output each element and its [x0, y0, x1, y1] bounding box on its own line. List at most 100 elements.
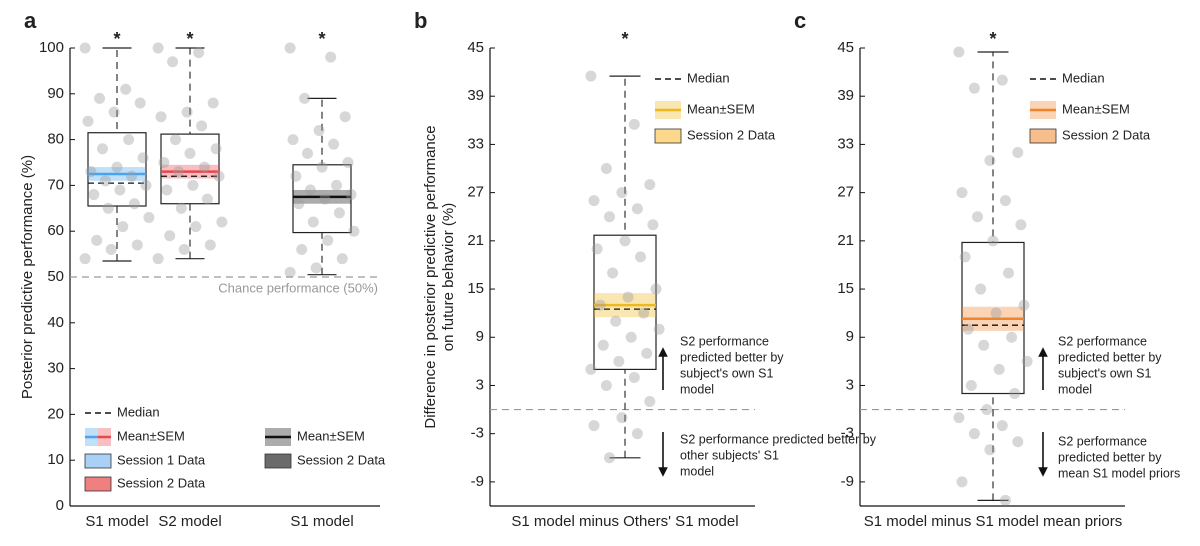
subject-point [953, 46, 965, 58]
legend-swatch [654, 128, 682, 144]
legend-label: Mean±SEM [687, 101, 755, 116]
subject-point [650, 283, 662, 295]
subject-point [184, 147, 196, 159]
y-tick-label: 21 [467, 232, 484, 249]
subject-point [993, 363, 1005, 375]
subject-point [965, 379, 977, 391]
subject-point [196, 120, 208, 132]
subject-point [604, 211, 615, 223]
category-label: S1 model [85, 513, 148, 530]
subject-point [108, 106, 120, 118]
y-tick-label: 45 [837, 39, 854, 56]
subject-point [284, 42, 296, 54]
y-tick-label: 100 [39, 39, 64, 56]
legend-label: Session 2 Data [687, 127, 776, 142]
subject-point [97, 143, 108, 155]
legend-swatch [84, 476, 112, 492]
subject-point [600, 379, 612, 391]
legend-label: Session 1 Data [117, 452, 206, 467]
legend-label: Mean±SEM [1062, 101, 1130, 116]
subject-point [968, 82, 980, 94]
subject-point [131, 239, 143, 251]
subject-point [152, 42, 164, 54]
box [593, 234, 657, 371]
subject-point [299, 92, 311, 104]
subject-point [79, 42, 91, 54]
subject-point [88, 189, 100, 201]
subject-point [638, 307, 650, 319]
y-tick-label: 3 [476, 376, 484, 393]
subject-point [647, 219, 659, 231]
subject-point [653, 323, 665, 335]
subject-point [319, 193, 331, 205]
subject-point [164, 230, 176, 242]
subject-point [336, 253, 348, 265]
subject-point [635, 251, 646, 263]
subject-point [631, 203, 643, 215]
subject-point [1006, 331, 1018, 343]
subject-point [619, 235, 631, 247]
y-tick-label: 90 [47, 85, 64, 102]
subject-point [296, 244, 308, 256]
y-tick-label: 80 [47, 131, 64, 148]
subject-point [348, 225, 360, 237]
annotation-text: S2 performance [1058, 334, 1147, 348]
y-tick-label: 0 [56, 497, 64, 514]
annotation-text: S2 performance [1058, 434, 1147, 448]
y-tick-label: 40 [47, 314, 64, 331]
subject-point [594, 299, 606, 311]
subject-point [644, 179, 656, 191]
subject-point [175, 202, 187, 214]
annotation-text: predicted better by [1058, 350, 1162, 364]
y-tick-label: 9 [476, 328, 484, 345]
subject-point [170, 134, 181, 146]
subject-point [94, 92, 106, 104]
subject-point [591, 243, 603, 255]
subject-point [999, 195, 1011, 207]
subject-point [345, 189, 357, 201]
legend-label: Mean±SEM [297, 428, 365, 443]
panel-letter: c [794, 8, 806, 33]
subject-point [111, 161, 123, 173]
subject-point [287, 134, 299, 146]
subject-point [585, 363, 597, 375]
subject-point [622, 291, 634, 303]
subject-point [313, 124, 325, 136]
subject-point [1012, 146, 1024, 158]
subject-point [331, 179, 342, 191]
subject-point [128, 198, 140, 210]
subject-point [79, 253, 91, 265]
subject-point [155, 111, 167, 123]
subject-point [333, 207, 345, 219]
subject-point [325, 51, 337, 63]
annotation-text: S2 performance [680, 334, 769, 348]
subject-point [981, 404, 993, 416]
significance-star: * [989, 29, 996, 49]
legend-label: Median [687, 70, 730, 85]
subject-point [1009, 388, 1021, 400]
subject-point [158, 157, 170, 168]
subject-point [613, 355, 625, 367]
subject-point [604, 452, 615, 464]
subject-point [625, 331, 637, 343]
subject-point [968, 428, 980, 440]
subject-point [641, 347, 653, 359]
subject-point [644, 396, 656, 408]
subject-point [293, 198, 305, 210]
subject-point [82, 115, 94, 127]
significance-star: * [621, 29, 628, 49]
y-tick-label: 30 [47, 360, 64, 377]
subject-point [105, 244, 117, 256]
legend-label: Median [1062, 70, 1105, 85]
subject-point [588, 420, 600, 432]
subject-point [85, 166, 97, 178]
annotation-text: model [680, 464, 714, 478]
subject-point [199, 161, 210, 173]
annotation-text: subject's own S1 [680, 366, 773, 380]
subject-point [310, 262, 322, 274]
y-tick-label: -9 [471, 473, 484, 490]
subject-point [342, 157, 354, 168]
subject-point [216, 216, 228, 228]
subject-point [178, 244, 190, 256]
